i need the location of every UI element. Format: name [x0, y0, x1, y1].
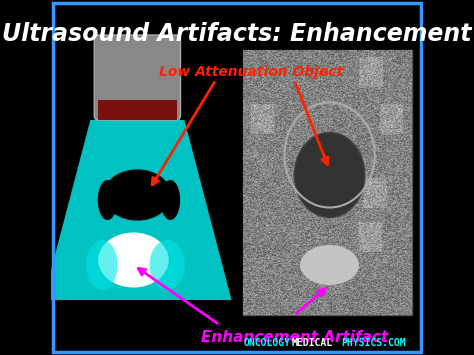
Text: Enhancement Artifact: Enhancement Artifact: [201, 330, 388, 345]
Ellipse shape: [98, 180, 118, 220]
Text: PHYSICS.COM: PHYSICS.COM: [341, 338, 406, 348]
Text: Low Attenuation Object: Low Attenuation Object: [159, 65, 343, 79]
Ellipse shape: [300, 245, 359, 285]
Ellipse shape: [98, 233, 169, 288]
Text: ONCOLOGY: ONCOLOGY: [243, 338, 291, 348]
Ellipse shape: [86, 240, 118, 290]
Ellipse shape: [161, 180, 180, 220]
FancyBboxPatch shape: [94, 35, 181, 120]
Text: MEDICAL: MEDICAL: [291, 338, 332, 348]
Ellipse shape: [104, 170, 171, 220]
Polygon shape: [43, 120, 231, 300]
Ellipse shape: [294, 132, 365, 218]
FancyBboxPatch shape: [243, 50, 412, 315]
Bar: [98, 100, 177, 120]
Ellipse shape: [149, 240, 185, 290]
Text: Ultrasound Artifacts: Enhancement: Ultrasound Artifacts: Enhancement: [2, 22, 472, 46]
